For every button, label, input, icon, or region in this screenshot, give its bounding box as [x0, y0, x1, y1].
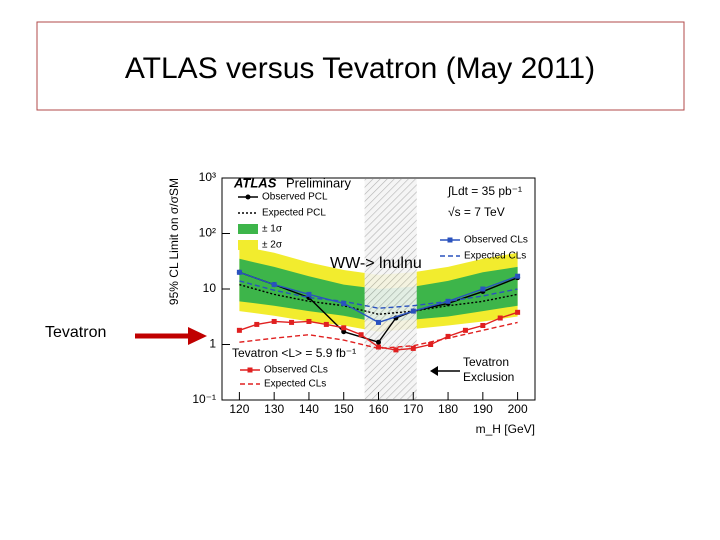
x-tick-label: 170: [403, 402, 423, 416]
arrow-head: [188, 327, 207, 345]
lumi-atlas: ∫Ldt = 35 pb⁻¹: [447, 184, 522, 198]
series-line: [239, 271, 518, 344]
point: [341, 329, 347, 335]
x-tick-label: 130: [264, 402, 284, 416]
legend-label: ± 2σ: [262, 240, 283, 251]
exclusion-region: [364, 179, 417, 399]
legend-label: Expected CLs: [464, 251, 526, 262]
lumi-tevatron: Tevatron <L> = 5.9 fb⁻¹: [232, 346, 356, 360]
point: [393, 347, 399, 353]
x-tick-label: 180: [438, 402, 458, 416]
atlas-label: ATLAS: [233, 175, 277, 190]
point: [358, 332, 364, 338]
point: [480, 286, 486, 292]
point: [341, 300, 347, 306]
legend-label: Observed CLs: [464, 235, 528, 246]
channel: WW-> lnulnu: [330, 255, 422, 272]
series-line: [239, 321, 518, 350]
slide-title: ATLAS versus Tevatron (May 2011): [125, 52, 595, 85]
y-tick-label: 1: [209, 337, 216, 351]
y-tick-label: 10: [203, 281, 217, 295]
point: [428, 342, 434, 347]
point: [236, 327, 242, 333]
legend-swatch: [238, 240, 258, 250]
legend-label: ± 1σ: [262, 224, 283, 235]
point: [306, 291, 312, 297]
x-tick-label: 150: [334, 402, 354, 416]
legend-label: Expected PCL: [262, 208, 326, 219]
legend-label: Observed PCL: [262, 192, 328, 203]
x-tick-label: 120: [229, 402, 249, 416]
point: [515, 273, 521, 279]
point: [410, 308, 416, 314]
point: [341, 325, 347, 331]
legend-marker: [245, 194, 251, 200]
legend-label: Expected CLs: [264, 379, 326, 390]
point: [515, 309, 521, 315]
y-tick-label: 10²: [199, 226, 216, 240]
point: [289, 319, 295, 325]
point: [376, 339, 381, 345]
title-box: [36, 21, 685, 111]
x-tick-label: 160: [368, 402, 388, 416]
x-tick-label: 190: [473, 402, 493, 416]
x-tick-label: 140: [299, 402, 319, 416]
point: [445, 333, 451, 339]
arrow-label: Tevatron: [45, 324, 106, 341]
point: [271, 282, 277, 288]
chart: 10⁻¹ 1 10 10² 10³ 120 130 140 150 160 170 180 190 200…: [167, 170, 536, 436]
point: [323, 321, 329, 327]
y-axis-label: 95% CL Limit on σ/σSM: [167, 178, 181, 305]
point: [462, 327, 468, 333]
x-tick-label: 200: [508, 402, 528, 416]
point: [236, 269, 242, 275]
point: [254, 321, 260, 327]
exclusion-label: Tevatron: [463, 355, 509, 369]
point: [497, 315, 503, 321]
legend-marker: [447, 237, 453, 243]
point: [306, 318, 312, 324]
y-tick-label: 10³: [199, 170, 216, 184]
exclusion-label: Exclusion: [463, 370, 514, 384]
point: [480, 322, 486, 328]
point: [376, 344, 381, 350]
legend-label: Observed CLs: [264, 365, 328, 376]
legend-swatch: [238, 224, 258, 234]
y-tick-label: 10⁻¹: [192, 392, 216, 406]
legend-marker: [247, 367, 253, 373]
series-line: [239, 280, 518, 309]
energy: √s = 7 TeV: [448, 205, 505, 219]
preliminary-label: Preliminary: [286, 175, 352, 190]
point: [410, 345, 416, 351]
point: [271, 318, 277, 324]
point: [376, 319, 381, 325]
exclusion-arrow: [430, 366, 438, 376]
x-axis-label: m_H [GeV]: [476, 422, 535, 436]
